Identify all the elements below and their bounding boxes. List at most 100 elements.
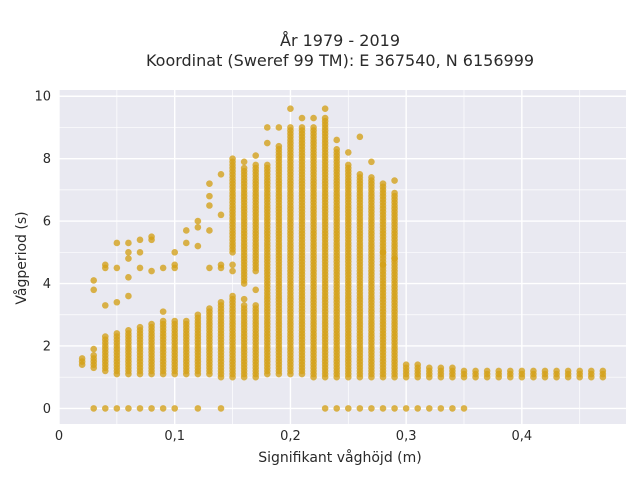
x-tick-label: 0,3 (396, 429, 417, 444)
data-point (206, 305, 213, 312)
data-point (125, 292, 132, 300)
data-point (310, 124, 317, 131)
data-point (159, 264, 167, 272)
data-point (206, 180, 213, 187)
data-point (136, 264, 144, 272)
data-point (136, 323, 144, 331)
y-tick-label: 8 (43, 152, 51, 167)
data-point (368, 405, 375, 412)
data-point (101, 261, 109, 269)
data-point (113, 298, 121, 306)
chart-title-line-2: Koordinat (Sweref 99 TM): E 367540, N 61… (146, 51, 534, 70)
data-point (206, 227, 213, 234)
data-point (101, 302, 109, 309)
data-point (194, 217, 202, 225)
data-point (171, 249, 179, 256)
data-point (171, 317, 179, 325)
data-point (402, 405, 410, 412)
x-axis-title: Signifikant våghöjd (m) (258, 449, 421, 466)
data-point (90, 277, 98, 284)
data-point (263, 139, 271, 147)
data-point (379, 180, 387, 187)
data-point (217, 261, 225, 269)
data-point (125, 327, 132, 334)
data-point (182, 227, 190, 234)
data-point (159, 308, 167, 315)
data-point (229, 261, 236, 269)
data-point (368, 174, 375, 181)
y-tick-label: 4 (43, 277, 51, 292)
data-point (391, 189, 398, 197)
data-point (148, 405, 155, 412)
data-point (240, 158, 248, 166)
data-point (344, 405, 352, 412)
data-point (217, 298, 225, 306)
data-point (252, 152, 260, 159)
data-point (287, 124, 294, 131)
data-point (125, 405, 132, 412)
data-point (379, 405, 387, 412)
data-point (148, 267, 155, 275)
data-point (460, 367, 468, 375)
data-point (449, 405, 456, 412)
data-point (229, 155, 236, 162)
data-point (90, 286, 98, 294)
data-point (437, 364, 445, 372)
data-point (113, 264, 121, 272)
data-point (321, 405, 329, 412)
data-point (564, 367, 572, 375)
y-tick-label: 0 (43, 402, 51, 417)
data-point (460, 405, 468, 412)
data-point (240, 302, 248, 309)
data-point (599, 367, 607, 375)
data-point (229, 267, 236, 275)
data-point (113, 239, 121, 247)
data-point (391, 255, 398, 262)
data-point (194, 405, 202, 412)
data-point (356, 405, 364, 412)
data-point (125, 249, 132, 256)
data-point (263, 124, 271, 131)
data-point (182, 239, 190, 247)
data-point (530, 367, 537, 375)
data-point (368, 158, 375, 166)
chart-title-line-1: År 1979 - 2019 (280, 31, 400, 50)
data-point (125, 239, 132, 247)
data-point (391, 405, 398, 412)
data-point (321, 114, 329, 122)
data-point (287, 105, 294, 113)
y-tick-label: 2 (43, 339, 51, 354)
y-tick-label: 10 (34, 90, 51, 105)
data-point (206, 192, 213, 200)
data-point (321, 105, 329, 113)
data-point (576, 367, 584, 375)
tick-labels: 0 0,1 0,2 0,3 0,4 0 2 4 6 8 10 (34, 90, 532, 444)
data-point (379, 249, 387, 256)
data-point (356, 170, 364, 178)
data-point (240, 295, 248, 303)
data-point (298, 124, 306, 131)
data-point (206, 264, 213, 272)
data-point (217, 211, 225, 219)
x-tick-label: 0,4 (512, 429, 533, 444)
data-point (414, 361, 422, 368)
data-point (252, 161, 260, 169)
data-point (159, 317, 167, 325)
y-axis-title: Vågperiod (s) (13, 211, 30, 304)
data-point (506, 367, 514, 375)
data-point (78, 355, 86, 362)
data-point (483, 367, 491, 375)
data-point (252, 302, 260, 309)
y-tick-label: 6 (43, 215, 51, 230)
data-point (182, 317, 190, 325)
data-point (449, 364, 456, 372)
data-point (344, 149, 352, 156)
data-point (275, 142, 283, 150)
data-point (472, 367, 479, 375)
data-point (125, 273, 132, 281)
data-point (171, 405, 179, 412)
data-point (194, 242, 202, 250)
x-tick-label: 0 (55, 429, 63, 444)
data-point (113, 405, 121, 412)
